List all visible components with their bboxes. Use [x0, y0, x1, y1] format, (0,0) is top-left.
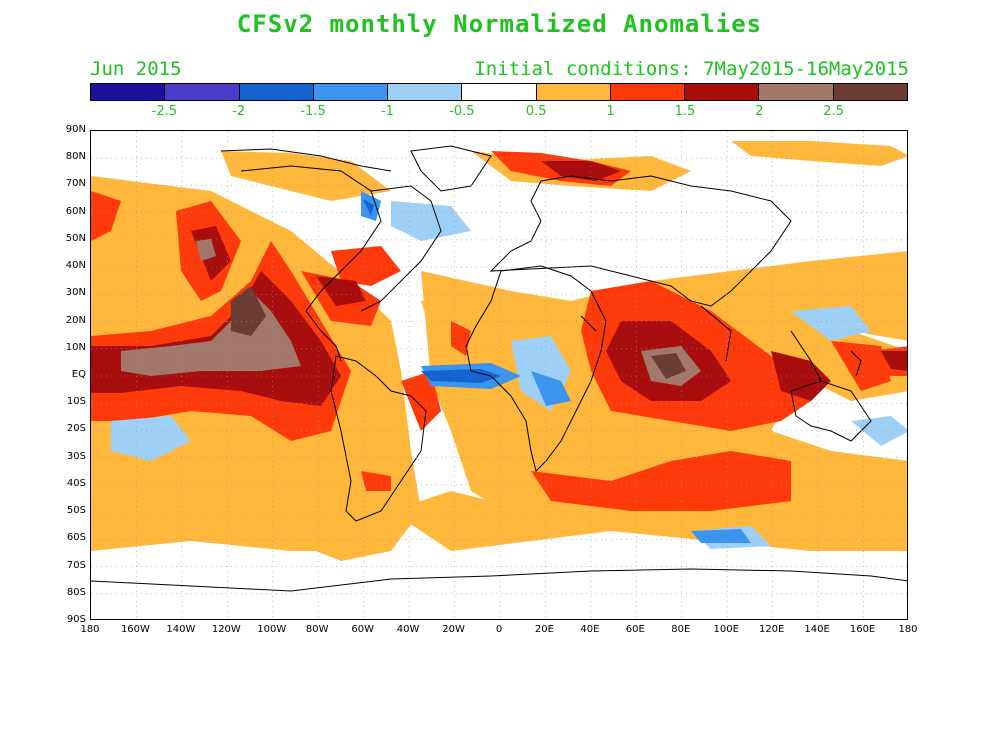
latitude-label: 60N: [65, 205, 86, 217]
color-scale-label: 2: [755, 104, 764, 119]
latitude-label: 20N: [65, 314, 86, 326]
longitude-label: 80W: [305, 624, 329, 635]
longitude-label: 120W: [211, 624, 241, 635]
longitude-label: 180: [898, 624, 918, 635]
color-scale-labels: -2.5 -2 -1.5 -1 -0.5 0.5 1 1.5 2 2.5: [90, 104, 908, 122]
longitude-label: 180: [80, 624, 100, 635]
color-scale-label: 0.5: [525, 104, 547, 119]
color-scale-segment: [165, 84, 240, 100]
color-scale-segment: [759, 84, 834, 100]
longitude-label: 60E: [625, 624, 645, 635]
coastlines: [91, 145, 907, 592]
longitude-label: 100E: [713, 624, 739, 635]
longitude-label: 20W: [442, 624, 465, 635]
latitude-label: 70S: [66, 559, 86, 571]
latitude-label: 30N: [65, 287, 86, 299]
longitude-label: 160E: [849, 624, 876, 635]
color-scale-bar: [90, 83, 908, 101]
latitude-label: 50S: [66, 505, 86, 517]
color-scale-label: -2.5: [151, 104, 178, 119]
latitude-label: 40S: [66, 477, 86, 489]
color-scale-segment: [833, 84, 907, 100]
anomaly-map-svg: [91, 131, 907, 619]
color-scale-label: -1: [380, 104, 394, 119]
color-scale-segment: [610, 84, 686, 100]
color-scale-segment: [239, 84, 314, 100]
longitude-label: 40E: [580, 624, 600, 635]
longitude-label: 140E: [804, 624, 830, 635]
color-scale-segment: [685, 84, 760, 100]
longitude-label: 20E: [534, 624, 554, 635]
grid-lines: [91, 131, 907, 619]
longitude-label: 60W: [351, 624, 374, 635]
color-scale-label: -0.5: [449, 104, 475, 119]
color-scale-segment: [462, 84, 537, 100]
longitude-label: 80E: [671, 624, 691, 635]
color-scale-segment: [313, 84, 389, 100]
anomaly-map: [90, 130, 908, 620]
latitude-label: 80N: [65, 151, 86, 163]
color-scale-label: -1.5: [300, 104, 326, 119]
forecast-month: Jun 2015: [90, 58, 182, 80]
anomaly-2.5-plus-regions: [231, 286, 686, 379]
color-scale-segment: [91, 84, 166, 100]
color-scale-label: 1: [606, 104, 615, 119]
latitude-label: EQ: [71, 369, 86, 380]
latitude-label: 90S: [66, 614, 86, 625]
longitude-label: 100W: [257, 624, 287, 635]
color-scale-label: 1.5: [674, 104, 696, 119]
latitude-label: 30S: [66, 450, 86, 462]
longitude-label: 0: [495, 624, 503, 635]
color-scale-label: 2.5: [823, 104, 844, 119]
longitude-label: 140W: [166, 624, 196, 635]
color-scale-segment: [388, 84, 463, 100]
chart-title: CFSv2 monthly Normalized Anomalies: [236, 10, 763, 38]
latitude-label: 50N: [65, 232, 86, 244]
latitude-label: 60S: [66, 532, 86, 544]
latitude-label: 20S: [66, 423, 86, 435]
latitude-label: 10S: [66, 396, 86, 408]
latitude-label: 40N: [65, 260, 86, 272]
latitude-label: 10N: [65, 341, 86, 353]
longitude-label: 160W: [120, 624, 150, 635]
color-scale-label: -2: [232, 104, 246, 119]
latitude-label: 90N: [65, 124, 86, 135]
longitude-label: 40W: [396, 624, 420, 635]
latitude-label: 70N: [65, 178, 86, 190]
color-scale-segment: [536, 84, 611, 100]
latitude-label: 80S: [66, 586, 86, 598]
longitude-label: 120E: [758, 624, 785, 635]
initial-conditions: Initial conditions: 7May2015-16May2015: [474, 58, 909, 80]
